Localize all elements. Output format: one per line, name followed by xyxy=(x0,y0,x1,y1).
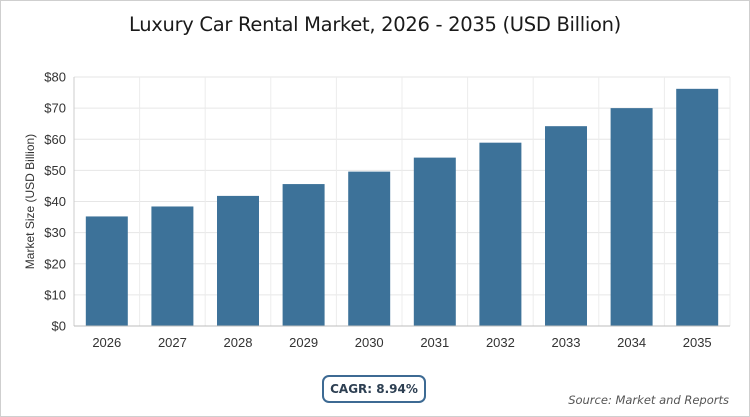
x-tick-label: 2033 xyxy=(552,335,581,350)
bar-2029 xyxy=(282,184,325,326)
y-tick-label: $10 xyxy=(44,287,66,302)
y-tick-label: $30 xyxy=(44,225,66,240)
x-tick-label: 2035 xyxy=(683,335,712,350)
bar-2034 xyxy=(610,108,653,326)
cagr-badge: CAGR: 8.94% xyxy=(322,375,426,403)
y-tick-label: $20 xyxy=(44,256,66,271)
bar-2035 xyxy=(676,88,719,326)
axes xyxy=(73,77,730,327)
y-tick-label: $80 xyxy=(44,70,66,85)
source-note: Source: Market and Reports xyxy=(568,393,729,407)
tick-labels: $0 $10 $20 $30 $40 $50 $60 $70 $80 2026 2027 2028 20… xyxy=(23,70,712,351)
x-tick-label: 2031 xyxy=(420,335,449,350)
y-tick-label: $50 xyxy=(44,163,66,178)
bar-2026 xyxy=(85,216,128,326)
x-tick-label: 2027 xyxy=(158,335,187,350)
x-tick-label: 2034 xyxy=(617,335,646,350)
bar-2027 xyxy=(151,206,194,326)
bar-2032 xyxy=(479,142,522,326)
x-tick-label: 2029 xyxy=(289,335,318,350)
y-axis-title: Market Size (USD Billion) xyxy=(23,134,37,269)
y-tick-label: $70 xyxy=(44,101,66,116)
bars xyxy=(85,88,719,327)
bar-2031 xyxy=(413,157,456,326)
bar-2028 xyxy=(217,195,259,326)
x-tick-label: 2032 xyxy=(486,335,515,350)
x-tick-label: 2030 xyxy=(355,335,384,350)
chart-title: Luxury Car Rental Market, 2026 - 2035 (U… xyxy=(129,13,621,36)
y-tick-label: $40 xyxy=(44,194,66,209)
bar-2030 xyxy=(348,171,391,326)
y-tick-label: $0 xyxy=(52,319,66,334)
x-tick-label: 2028 xyxy=(224,335,253,350)
y-tick-label: $60 xyxy=(44,132,66,147)
bar-2033 xyxy=(545,126,587,327)
x-tick-label: 2026 xyxy=(92,335,121,350)
